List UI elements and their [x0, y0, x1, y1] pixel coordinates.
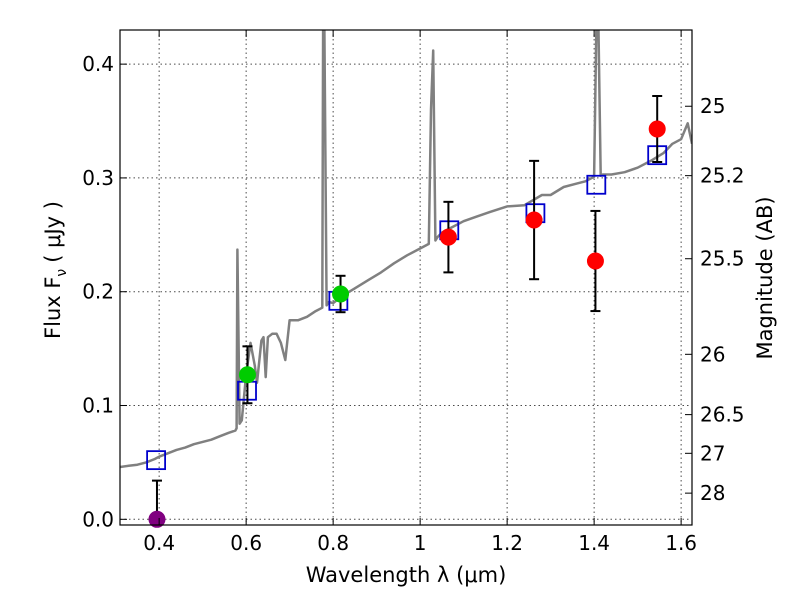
observed-red-point [525, 211, 543, 229]
x-tick-label: 0.8 [317, 531, 349, 555]
y-tick-label: 0.3 [82, 166, 114, 190]
y-axis-label-main: Flux F [41, 277, 65, 339]
x-axis-label: Wavelength λ (μm) [306, 563, 507, 587]
x-tick-label: 1.2 [491, 531, 523, 555]
x-tick-label: 0.4 [143, 531, 175, 555]
magnitude-tick-label: 26 [700, 342, 725, 366]
tick-layer: 0.4 0.6 0.8 1 1.2 1.4 1.6 0.0 0.1 0.2 0.3 0.4 25 25.2… [82, 30, 745, 555]
y-axis-label: Flux Fν ( μJy ) [41, 201, 70, 339]
magnitude-axis-label: Magnitude (AB) [753, 196, 777, 359]
x-tick-label: 1.6 [665, 531, 697, 555]
y-tick-label: 0.1 [82, 394, 114, 418]
magnitude-tick-label: 25 [700, 94, 725, 118]
model-photometry-square [586, 174, 607, 195]
y-tick-label: 0.4 [82, 52, 114, 76]
magnitude-tick-label: 26.5 [700, 403, 745, 427]
observed-red-point [586, 252, 604, 270]
observed-green-point [332, 285, 350, 303]
observed-red-point [648, 120, 666, 138]
curve-layer [120, 30, 692, 469]
y-tick-label: 0.2 [82, 280, 114, 304]
plot-frame [119, 29, 693, 526]
model-sed-line [120, 30, 692, 469]
magnitude-tick-label: 25.2 [700, 164, 745, 188]
x-tick-label: 1.4 [578, 531, 610, 555]
grid-layer [120, 30, 692, 525]
marker-layer [146, 95, 668, 528]
x-tick-label: 0.6 [230, 531, 262, 555]
x-tick-label: 1 [414, 531, 427, 555]
y-axis-label-sub: ν [54, 269, 70, 277]
observed-green-point [238, 366, 256, 384]
y-axis-label-unit: ( μJy ) [41, 201, 65, 263]
observed-red-point [439, 228, 457, 246]
model-photometry-square [146, 450, 167, 471]
magnitude-tick-label: 28 [700, 481, 725, 505]
observed-purple-point [148, 510, 166, 528]
y-tick-label: 0.0 [82, 507, 114, 531]
magnitude-tick-label: 27 [700, 441, 725, 465]
magnitude-tick-label: 25.5 [700, 247, 745, 271]
